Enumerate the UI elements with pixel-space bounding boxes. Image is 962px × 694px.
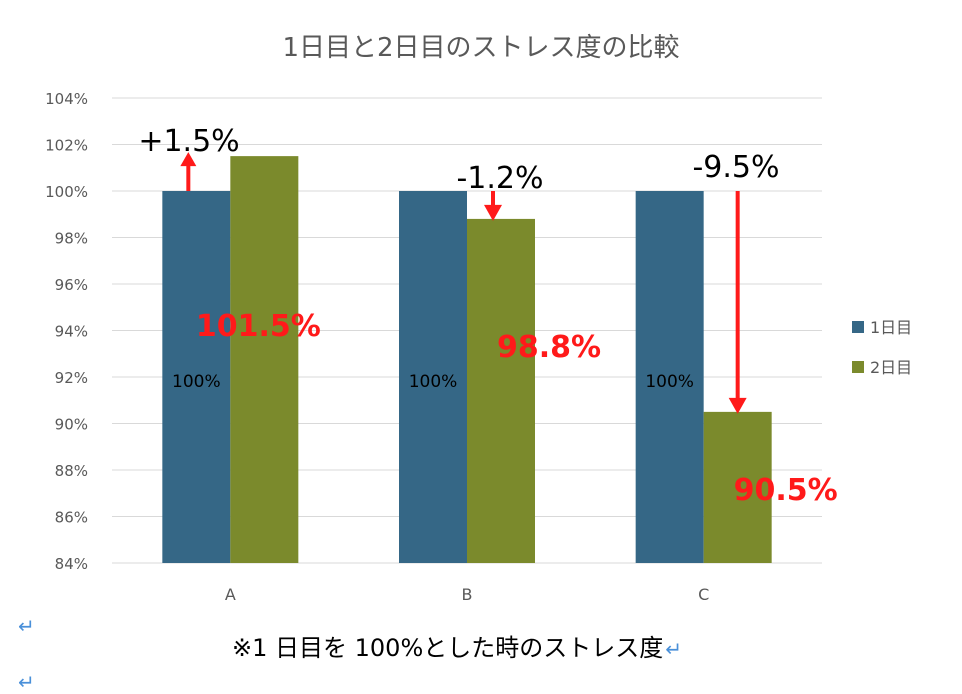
bar-day1 [399, 191, 467, 563]
bar-day2 [230, 156, 299, 563]
footnote: ※1 日目を 100%とした時のストレス度 ↵ [232, 628, 682, 663]
y-tick-label: 100% [45, 183, 88, 201]
bar-day2 [467, 218, 535, 563]
x-tick-label: C [698, 585, 709, 604]
change-label: +1.5% [138, 124, 239, 159]
data-label-day1: 100% [172, 372, 221, 392]
change-arrowhead [484, 204, 502, 221]
x-tick-label: A [225, 585, 236, 604]
bar-chart: 1日目と2日目のストレス度の比較 84% 86% 88% 90% 92% 94% 96% 98… [45, 33, 912, 604]
bar-day1 [635, 191, 704, 563]
y-tick-label: 86% [55, 509, 88, 527]
change-label: -9.5% [692, 150, 779, 185]
y-tick-label: 92% [55, 369, 88, 387]
data-label-day1: 100% [645, 372, 694, 392]
y-tick-label: 90% [55, 416, 88, 434]
legend: 1日目 2日目 [852, 318, 912, 377]
bars [162, 156, 772, 563]
legend-swatch [852, 361, 864, 373]
legend-label: 2日目 [870, 358, 912, 377]
y-tick-label: 88% [55, 462, 88, 480]
legend-label: 1日目 [870, 318, 912, 337]
y-tick-label: 84% [55, 555, 88, 573]
chart-area: 1日目と2日目のストレス度の比較 84% 86% 88% 90% 92% 94% 96% 98… [45, 33, 912, 604]
y-tick-label: 102% [45, 137, 88, 155]
paragraph-mark-icon: ↵ [18, 670, 35, 694]
change-arrowhead [180, 152, 197, 167]
y-axis-ticks: 84% 86% 88% 90% 92% 94% 96% 98% 100% 102% 104% [45, 90, 88, 573]
data-labels: 100% 101.5% +1.5% 100% 98.8% -1.2% 100% 90.5% -9… [138, 124, 837, 508]
y-tick-label: 104% [45, 90, 88, 108]
x-axis-ticks: A B C [225, 585, 709, 604]
change-arrowhead [728, 397, 747, 414]
footnote-text: ※1 日目を 100%とした時のストレス度 [232, 634, 664, 662]
y-tick-label: 94% [55, 323, 88, 341]
legend-swatch [852, 321, 864, 333]
x-tick-label: B [462, 585, 473, 604]
paragraph-mark-icon: ↵ [665, 637, 683, 661]
change-label: -1.2% [456, 161, 543, 196]
y-tick-label: 96% [55, 276, 88, 294]
data-label-day1: 100% [409, 372, 458, 392]
data-label-day2: 98.8% [497, 330, 601, 365]
data-label-day2: 101.5% [196, 309, 321, 344]
chart-title: 1日目と2日目のストレス度の比較 [282, 33, 679, 63]
y-tick-label: 98% [55, 230, 88, 248]
data-label-day2: 90.5% [734, 473, 838, 508]
bar-day1 [162, 191, 231, 563]
bar-day2 [703, 411, 772, 563]
paragraph-mark-icon: ↵ [18, 614, 35, 638]
